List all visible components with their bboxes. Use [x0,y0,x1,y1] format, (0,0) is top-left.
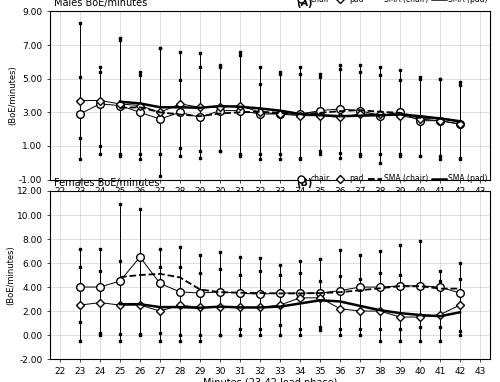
Y-axis label: (BoE/minutes): (BoE/minutes) [6,245,15,305]
X-axis label: Minutes (23-42 load phase): Minutes (23-42 load phase) [203,199,337,209]
Text: Females BoE/minutes: Females BoE/minutes [54,178,160,188]
Y-axis label: (BoE/minutes): (BoE/minutes) [8,66,18,125]
X-axis label: Minutes (23-42 load phase): Minutes (23-42 load phase) [203,379,337,382]
Text: (B): (B) [296,178,313,188]
Legend: chair, pad, SMA (chair), SMA (pad): chair, pad, SMA (chair), SMA (pad) [292,0,490,7]
Legend: chair, pad, SMA (chair), SMA (pad): chair, pad, SMA (chair), SMA (pad) [292,171,490,186]
Text: (A): (A) [296,0,313,8]
Text: Males BoE/minutes: Males BoE/minutes [54,0,148,8]
